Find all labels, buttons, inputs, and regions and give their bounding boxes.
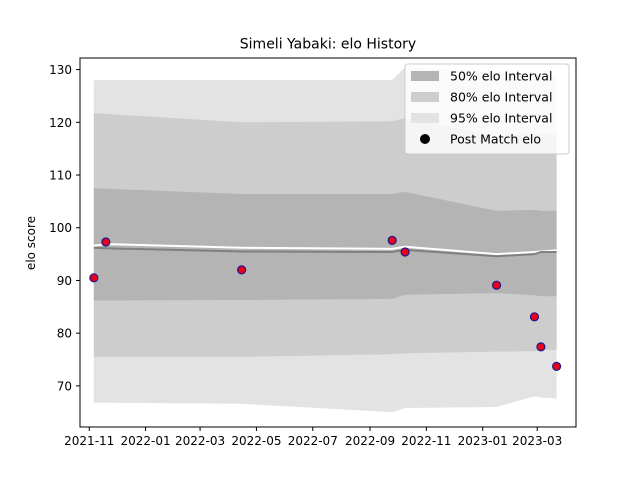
legend-label: 80% elo Interval: [450, 90, 552, 105]
legend-label: 95% elo Interval: [450, 111, 552, 126]
x-tick-label: 2023-03: [512, 434, 562, 448]
x-tick-label: 2021-11: [64, 434, 114, 448]
data-point: [237, 265, 247, 275]
x-tick-label: 2022-01: [121, 434, 171, 448]
y-tick-label: 70: [57, 379, 72, 393]
band-50-elo-interval: [93, 188, 557, 301]
legend-marker-post-match-elo: [420, 134, 430, 144]
y-axis-label: elo score: [24, 216, 38, 270]
y-tick-label: 80: [57, 327, 72, 341]
line-series-3: [93, 243, 557, 256]
y-tick-label: 130: [49, 63, 72, 77]
data-point: [101, 237, 111, 247]
y-tick-label: 100: [49, 221, 72, 235]
y-axis-ticks: 70 80 90 100 110 120 130: [49, 63, 80, 393]
x-tick-label: 2022-07: [288, 434, 338, 448]
y-tick-label: 110: [49, 169, 72, 183]
legend-label: 50% elo Interval: [450, 69, 552, 84]
legend-swatch-50-elo-interval: [411, 71, 439, 81]
legend-swatch-80-elo-interval: [411, 92, 439, 102]
data-point: [400, 247, 410, 257]
legend: 50% elo Interval 80% elo Interval 95% elo …: [404, 63, 570, 155]
x-tick-label: 2022-09: [345, 434, 395, 448]
x-tick-label: 2022-03: [175, 434, 225, 448]
data-point: [529, 312, 540, 322]
data-point: [387, 235, 397, 245]
legend-box: [404, 63, 570, 155]
data-point: [89, 273, 99, 283]
data-point: [551, 361, 562, 371]
x-tick-label: 2023-01: [458, 434, 508, 448]
legend-label: Post Match elo: [450, 132, 541, 147]
plot-frame: [79, 57, 577, 428]
y-tick-label: 90: [57, 274, 72, 288]
post-match-points: [89, 235, 562, 371]
x-tick-label: 2022-05: [231, 434, 281, 448]
chart-title: Simeli Yabaki: elo History: [240, 37, 416, 53]
data-point: [536, 342, 546, 352]
x-tick-label: 2022-11: [401, 434, 451, 448]
y-tick-label: 120: [49, 116, 72, 130]
legend-swatch-95-elo-interval: [411, 113, 439, 123]
x-axis-ticks: 2021-11 2022-01 2022-03 2022-05 2022-07 2022-…: [64, 427, 562, 448]
data-point: [491, 280, 502, 290]
